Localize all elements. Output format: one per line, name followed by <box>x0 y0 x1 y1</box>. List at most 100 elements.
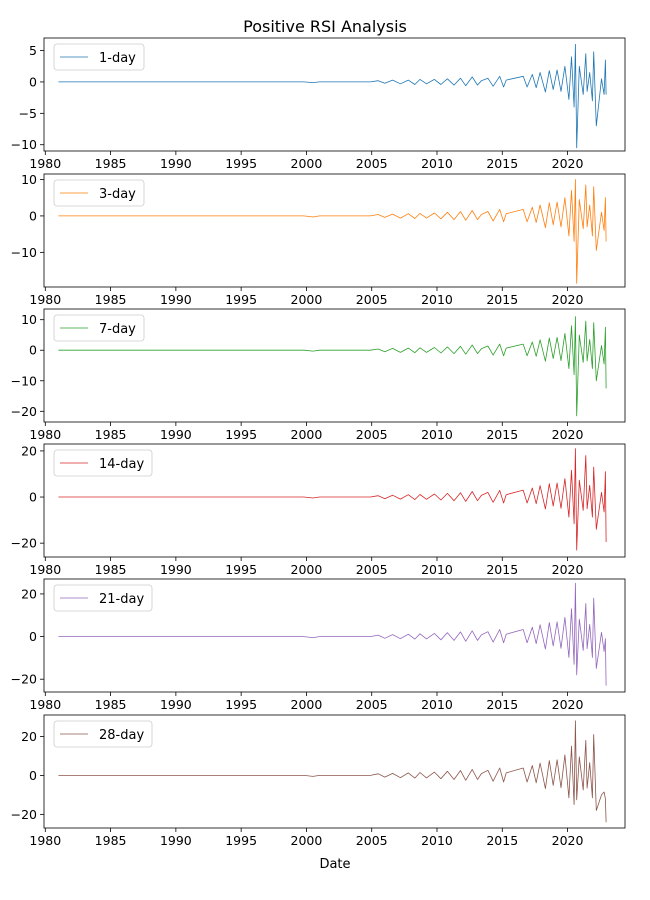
legend-14-day: 14-day <box>53 449 153 477</box>
x-tick-label: 1990 <box>160 833 192 848</box>
x-tick-label: 2010 <box>421 697 453 712</box>
x-tick-label: 1985 <box>95 697 127 712</box>
axes-frame <box>43 308 626 423</box>
y-tick-label: −10 <box>11 245 37 260</box>
y-tick-label: 0 <box>29 629 37 644</box>
legend-box <box>53 584 153 612</box>
x-tick-label: 2005 <box>356 292 388 307</box>
x-tick-label: 2000 <box>291 156 323 171</box>
y-tick-label: −20 <box>11 536 37 551</box>
x-tick-label: 2015 <box>486 562 518 577</box>
x-tick-label: 2015 <box>486 427 518 442</box>
legend-label: 28-day <box>99 728 144 743</box>
subplot-1-day: 1980 1985 1990 1995 2000 2005 2010 2015 2020 5 0 −5… <box>11 37 626 171</box>
x-tick-label: 1990 <box>160 156 192 171</box>
x-tick-label: 1985 <box>95 833 127 848</box>
x-tick-label: 1990 <box>160 697 192 712</box>
subplot-7-day: 1980 1985 1990 1995 2000 2005 2010 2015 2020 10 0 −… <box>11 308 626 442</box>
y-tick-label: 0 <box>29 768 37 783</box>
subplot-28-day: 1980 1985 1990 1995 2000 2005 2010 2015 2020200−… <box>11 714 626 848</box>
x-tick-label: 2010 <box>421 427 453 442</box>
x-tick-label: 2015 <box>486 697 518 712</box>
x-tick-label: 2015 <box>486 156 518 171</box>
x-tick-label: 1985 <box>95 427 127 442</box>
y-tick-label: −10 <box>11 373 37 388</box>
y-tick-label: −20 <box>11 807 37 822</box>
legend-label: 1-day <box>99 51 136 66</box>
y-tick-label: 10 <box>21 312 37 327</box>
x-tick-label: 1985 <box>95 562 127 577</box>
x-tick-label: 2010 <box>421 292 453 307</box>
y-tick-label: −20 <box>11 672 37 687</box>
x-tick-label: 1995 <box>225 427 257 442</box>
series-line-3-day <box>58 179 607 284</box>
x-tick-label: 1990 <box>160 292 192 307</box>
x-tick-label: 1980 <box>29 697 61 712</box>
y-tick-label: 10 <box>21 172 37 187</box>
series-line-7-day <box>58 316 607 417</box>
x-tick-label: 2000 <box>291 292 323 307</box>
legend-3-day: 3-day <box>53 179 145 207</box>
x-tick-label: 2020 <box>552 697 584 712</box>
legend-7-day: 7-day <box>53 314 145 342</box>
x-tick-label: 2020 <box>552 833 584 848</box>
y-tick-label: 20 <box>21 586 37 601</box>
x-tick-label: 2020 <box>552 562 584 577</box>
subplot-3-day: 1980 1985 1990 1995 2000 2005 2010 2015 2020 10 0 −… <box>11 172 626 307</box>
legend-box <box>53 43 145 71</box>
axes-frame <box>43 37 626 152</box>
y-tick-label: 5 <box>29 43 37 58</box>
x-tick-label: 2005 <box>356 156 388 171</box>
legend-box <box>53 179 145 207</box>
legend-label: 14-day <box>99 457 144 472</box>
y-tick-label: 0 <box>29 74 37 89</box>
y-tick-label: −5 <box>19 106 37 121</box>
y-tick-label: −20 <box>11 404 37 419</box>
x-tick-label: 2020 <box>552 292 584 307</box>
x-tick-label: 2005 <box>356 697 388 712</box>
series-line-28-day <box>58 720 607 823</box>
series-line-21-day <box>58 582 607 686</box>
x-tick-label: 1990 <box>160 562 192 577</box>
x-tick-label: 1980 <box>29 562 61 577</box>
x-tick-label: 2010 <box>421 562 453 577</box>
x-tick-label: 2005 <box>356 427 388 442</box>
x-tick-label: 2005 <box>356 833 388 848</box>
x-tick-label: 2000 <box>291 427 323 442</box>
x-tick-label: 1980 <box>29 427 61 442</box>
x-tick-label: 1980 <box>29 292 61 307</box>
series-line-1-day <box>58 43 607 149</box>
y-tick-label: 0 <box>29 490 37 505</box>
x-tick-label: 2000 <box>291 697 323 712</box>
subplot-21-day: 1980 1985 1990 1995 2000 2005 2010 2015 2020200−… <box>11 578 626 712</box>
x-tick-label: 2015 <box>486 833 518 848</box>
axes-frame <box>43 443 626 558</box>
legend-label: 21-day <box>99 592 144 607</box>
axes-frame <box>43 173 626 288</box>
legend-label: 3-day <box>99 187 136 202</box>
axes-frame <box>43 578 626 693</box>
y-tick-label: 20 <box>21 443 37 458</box>
legend-box <box>53 314 145 342</box>
x-tick-label: 1980 <box>29 833 61 848</box>
x-tick-label: 2020 <box>552 427 584 442</box>
x-tick-label: 2015 <box>486 292 518 307</box>
subplot-14-day: 1980 1985 1990 1995 2000 2005 2010 2015 2020200−… <box>11 443 626 577</box>
y-tick-label: 20 <box>21 729 37 744</box>
x-tick-label: 2005 <box>356 562 388 577</box>
series-line-14-day <box>58 448 607 551</box>
subplot-panels: 1980 1985 1990 1995 2000 2005 2010 2015 202050−5… <box>11 37 626 848</box>
legend-1-day: 1-day <box>53 43 145 71</box>
x-tick-label: 1995 <box>225 292 257 307</box>
x-tick-label: 2000 <box>291 833 323 848</box>
y-tick-label: −10 <box>11 137 37 152</box>
chart-title: Positive RSI Analysis <box>243 17 407 36</box>
y-tick-label: 0 <box>29 343 37 358</box>
x-tick-label: 1990 <box>160 427 192 442</box>
x-tick-label: 1995 <box>225 156 257 171</box>
x-tick-label: 1995 <box>225 697 257 712</box>
x-tick-label: 2010 <box>421 156 453 171</box>
x-tick-label: 2020 <box>552 156 584 171</box>
legend-28-day: 28-day <box>53 720 153 748</box>
